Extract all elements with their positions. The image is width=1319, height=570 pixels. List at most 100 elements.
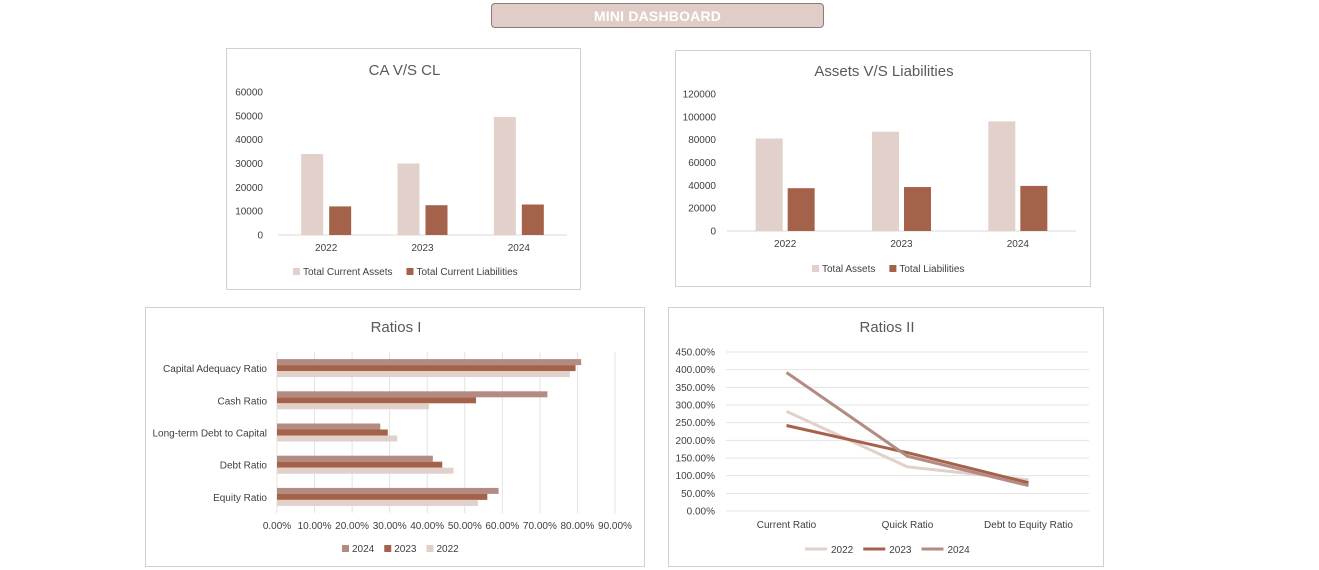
bar-liabilities-2024 [521, 204, 544, 235]
x-tick-label: 2023 [890, 239, 913, 250]
ratios-i-chart: Ratios I 0.00% 10.00% 20.00% 30.00% 40.00% 50.… [145, 307, 645, 567]
y-tick-label: 30000 [235, 159, 263, 170]
legend-label: 2023 [394, 544, 417, 555]
bar-2022 [277, 371, 570, 378]
bar-2024 [277, 391, 548, 398]
assets-vs-liabilities-chart: Assets V/S Liabilities 0 20000 40000 60000 80… [675, 50, 1091, 287]
ca-vs-cl-svg: CA V/S CL 0 10000 20000 30000 40000 50000 60000… [235, 62, 567, 278]
legend-label: 2022 [831, 545, 854, 556]
y-tick-label: 10000 [235, 207, 263, 218]
bar-liabilities-2022 [787, 188, 815, 231]
y-tick-label: 450.00% [676, 348, 716, 359]
x-tick-label: 2024 [508, 243, 531, 254]
x-tick-label: 20.00% [335, 521, 369, 532]
legend-swatch [889, 265, 897, 272]
bar-2022 [277, 435, 398, 442]
bar-assets-2023 [397, 163, 420, 235]
legend-label: 2024 [352, 544, 375, 555]
chart-title: CA V/S CL [369, 62, 441, 79]
bar-liabilities-2022 [329, 206, 352, 235]
legend-swatch [812, 265, 819, 272]
bar-liabilities-2024 [1020, 185, 1048, 231]
y-category-label: Long-term Debt to Capital [152, 429, 267, 440]
bar-2024 [277, 455, 433, 462]
legend-swatch [384, 545, 392, 552]
line-series-2024 [785, 371, 1029, 488]
legend-swatch [342, 545, 349, 552]
bar-liabilities-2023 [904, 187, 931, 231]
x-tick-label: Quick Ratio [882, 520, 934, 531]
bar-2022 [277, 403, 430, 410]
x-tick-label: 0.00% [263, 521, 291, 532]
y-tick-label: 150.00% [676, 454, 716, 465]
bar-2024 [277, 359, 582, 366]
x-tick-label: 2022 [774, 239, 797, 250]
assets-vs-liabilities-svg: Assets V/S Liabilities 0 20000 40000 60000 80… [683, 63, 1076, 275]
legend-swatch [406, 268, 414, 275]
y-tick-label: 80000 [688, 135, 716, 146]
x-tick-label: 10.00% [298, 521, 332, 532]
x-tick-label: 50.00% [448, 521, 482, 532]
bar-2024 [277, 487, 499, 494]
legend-label: Total Assets [822, 264, 875, 275]
ratios-ii-svg: Ratios II 0.00% 50.00% 100.00% 150.00% 200.00… [676, 319, 1089, 556]
bar-assets-2024 [493, 117, 516, 235]
bar-assets-2022 [755, 138, 783, 231]
y-tick-label: 0 [257, 231, 263, 242]
line-series-2022 [785, 409, 1029, 482]
ca-vs-cl-chart: CA V/S CL 0 10000 20000 30000 40000 50000 60000… [226, 48, 581, 290]
y-tick-label: 120000 [683, 90, 717, 101]
bar-assets-2023 [872, 131, 899, 231]
legend-label: Total Current Liabilities [416, 267, 517, 278]
y-tick-label: 20000 [688, 204, 716, 215]
y-category-label: Cash Ratio [218, 396, 268, 407]
x-tick-label: 2023 [411, 243, 434, 254]
y-category-label: Capital Adequacy Ratio [163, 364, 267, 375]
bar-2023 [277, 397, 477, 404]
bar-2022 [277, 467, 454, 474]
bar-2023 [277, 365, 576, 372]
y-tick-label: 250.00% [676, 418, 716, 429]
legend-label: Total Current Assets [303, 267, 392, 278]
x-tick-label: 90.00% [598, 521, 632, 532]
y-category-label: Equity Ratio [213, 493, 267, 504]
y-category-label: Debt Ratio [220, 461, 268, 472]
y-tick-label: 0 [710, 227, 716, 238]
bar-assets-2024 [988, 121, 1016, 231]
bar-assets-2022 [301, 153, 324, 235]
ratios-i-svg: Ratios I 0.00% 10.00% 20.00% 30.00% 40.00% 50.… [152, 319, 632, 555]
legend-swatch [426, 545, 434, 552]
y-tick-label: 300.00% [676, 401, 716, 412]
y-tick-label: 50000 [235, 111, 263, 122]
x-tick-label: 70.00% [523, 521, 557, 532]
y-tick-label: 60000 [688, 158, 716, 169]
y-tick-label: 60000 [235, 88, 263, 99]
bar-2022 [277, 499, 478, 506]
x-tick-label: 30.00% [373, 521, 407, 532]
chart-title: Ratios II [859, 319, 914, 336]
y-tick-label: 40000 [235, 135, 263, 146]
y-tick-label: 100.00% [676, 471, 716, 482]
chart-title: Assets V/S Liabilities [814, 63, 953, 80]
x-tick-label: 60.00% [485, 521, 519, 532]
y-tick-label: 200.00% [676, 436, 716, 447]
dashboard-title: MINI DASHBOARD [491, 3, 824, 28]
bar-2023 [277, 493, 488, 500]
bar-liabilities-2023 [425, 205, 448, 235]
legend-label: 2024 [948, 545, 971, 556]
y-tick-label: 40000 [688, 181, 716, 192]
y-tick-label: 350.00% [676, 383, 716, 394]
y-tick-label: 20000 [235, 183, 263, 194]
line-series-2023 [786, 424, 1029, 485]
x-tick-label: Current Ratio [757, 520, 817, 531]
x-tick-label: 2024 [1007, 239, 1030, 250]
bar-2023 [277, 429, 388, 436]
x-tick-label: Debt to Equity Ratio [984, 520, 1073, 531]
x-tick-label: 2022 [315, 243, 338, 254]
x-tick-label: 80.00% [560, 521, 594, 532]
ratios-ii-chart: Ratios II 0.00% 50.00% 100.00% 150.00% 200.00… [668, 307, 1104, 567]
legend-label: 2023 [889, 545, 912, 556]
bar-2023 [277, 461, 443, 468]
y-tick-label: 50.00% [681, 489, 715, 500]
bar-2024 [277, 423, 381, 430]
